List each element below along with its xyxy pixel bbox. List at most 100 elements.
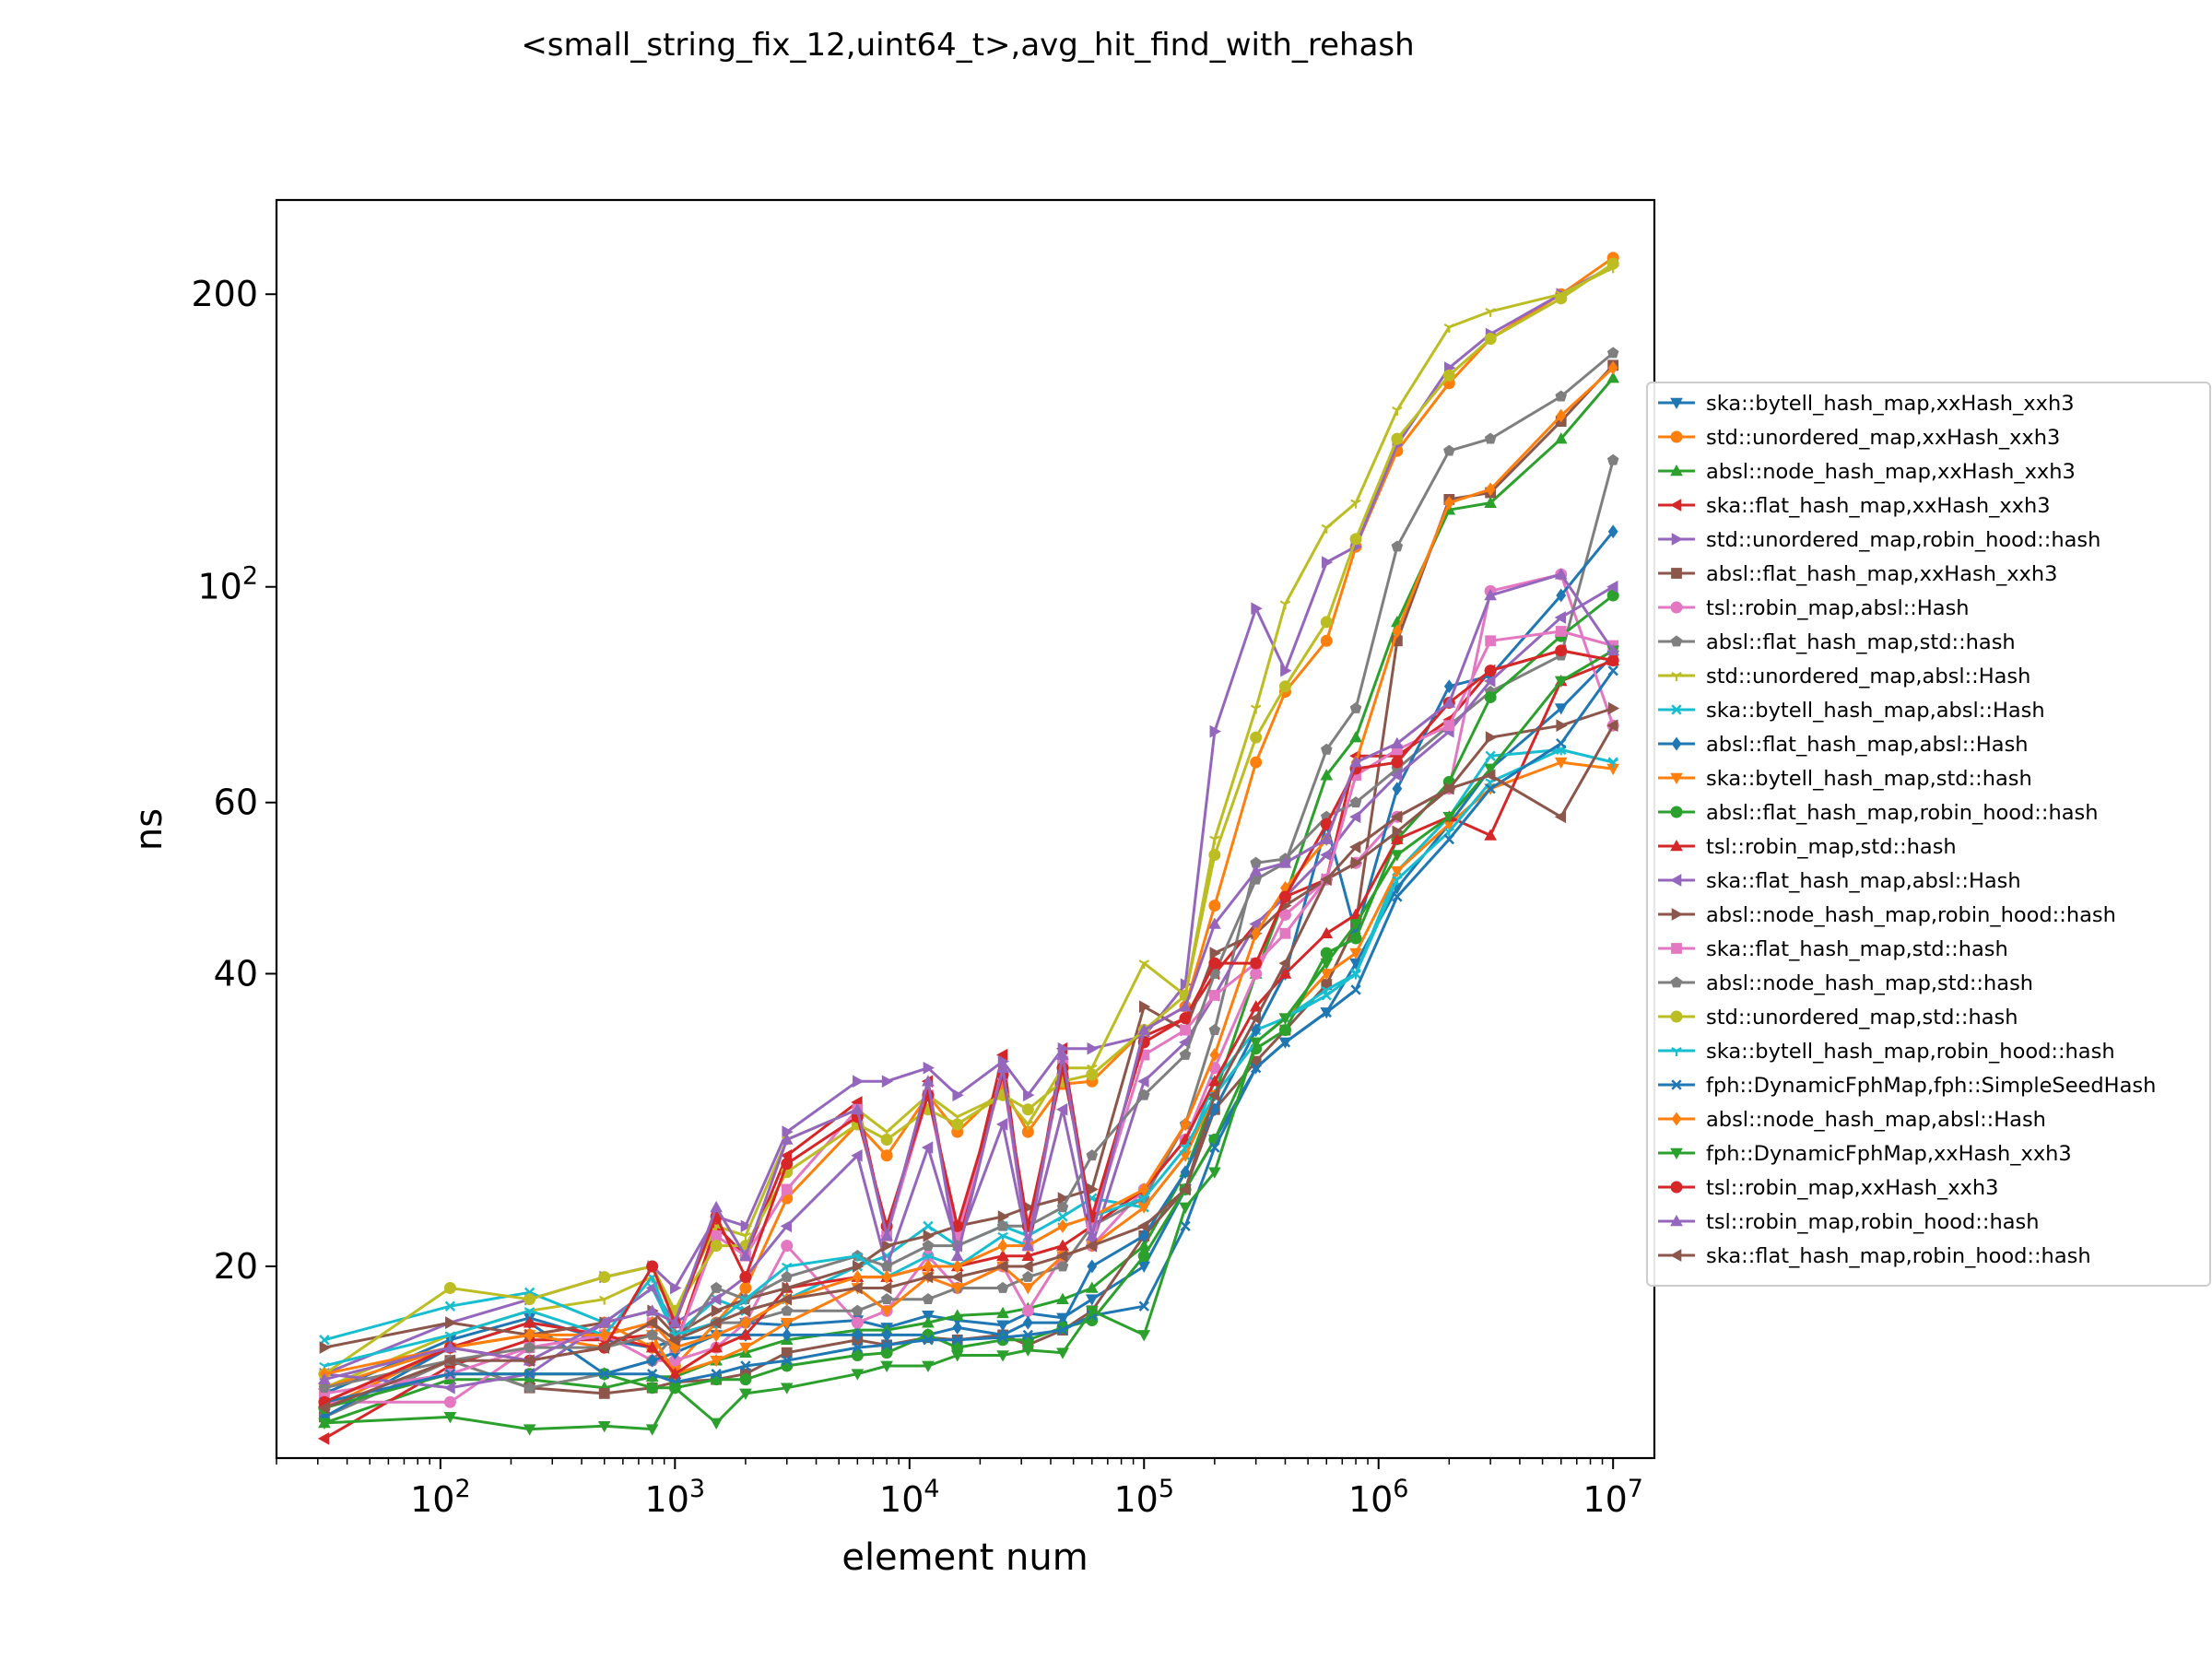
data-point xyxy=(1554,757,1568,770)
data-point xyxy=(1056,1201,1069,1213)
data-point xyxy=(1349,932,1362,945)
data-point xyxy=(1349,796,1362,808)
data-point xyxy=(1349,947,1362,960)
legend-item: ska::flat_hash_map,robin_hood::hash xyxy=(1658,1244,2091,1268)
data-point xyxy=(1021,1239,1035,1251)
data-point xyxy=(1349,810,1361,824)
data-point xyxy=(1485,307,1496,317)
data-point xyxy=(1607,524,1618,539)
x-tick-label: 106 xyxy=(1348,1475,1409,1520)
data-point xyxy=(1670,635,1683,647)
data-point xyxy=(1349,533,1362,546)
data-point xyxy=(598,1271,611,1284)
data-point xyxy=(524,1341,535,1353)
data-point xyxy=(1250,731,1263,744)
data-point xyxy=(1442,369,1455,382)
data-point xyxy=(1137,1250,1150,1263)
data-point xyxy=(1087,1259,1098,1274)
data-point xyxy=(739,1271,752,1284)
data-point xyxy=(922,1293,935,1305)
data-point xyxy=(443,1281,456,1294)
legend-label: absl::node_hash_map,xxHash_xxh3 xyxy=(1706,460,2076,484)
legend-label: absl::node_hash_map,robin_hood::hash xyxy=(1706,903,2116,927)
data-point xyxy=(710,1355,723,1368)
legend-item: absl::flat_hash_map,xxHash_xxh3 xyxy=(1658,562,2057,586)
data-point xyxy=(1057,1324,1068,1335)
data-point xyxy=(1320,832,1334,844)
data-point xyxy=(1671,908,1684,921)
data-point xyxy=(1671,533,1684,546)
data-point xyxy=(1671,736,1682,751)
data-point xyxy=(1021,1283,1035,1295)
legend-item: absl::node_hash_map,xxHash_xxh3 xyxy=(1658,460,2076,484)
data-point xyxy=(880,1360,893,1372)
data-point xyxy=(1249,1011,1261,1025)
legend-label: tsl::robin_map,absl::Hash xyxy=(1706,596,1970,620)
data-point xyxy=(1085,1229,1099,1241)
data-point xyxy=(1555,644,1568,657)
data-point xyxy=(1670,1147,1683,1160)
legend-item: absl::node_hash_map,std::hash xyxy=(1658,971,2033,995)
data-point xyxy=(1321,986,1333,995)
data-point xyxy=(1137,1088,1150,1100)
legend-item: absl::flat_hash_map,absl::Hash xyxy=(1658,733,2029,757)
data-point xyxy=(668,1316,682,1328)
data-point xyxy=(1607,665,1618,677)
data-point xyxy=(851,1102,865,1115)
data-point xyxy=(1391,432,1404,445)
data-point xyxy=(780,1382,794,1394)
data-point xyxy=(950,1270,963,1284)
data-point xyxy=(1349,919,1362,931)
data-point xyxy=(1087,1041,1099,1055)
data-point xyxy=(1670,464,1683,477)
legend-label: fph::DynamicFphMap,fph::SimpleSeedHash xyxy=(1706,1074,2156,1098)
data-point xyxy=(739,1328,752,1340)
data-point xyxy=(1022,1315,1033,1330)
data-point xyxy=(1670,1214,1683,1227)
legend-item: ska::flat_hash_map,xxHash_xxh3 xyxy=(1658,494,2051,518)
data-point xyxy=(711,1230,723,1241)
data-point xyxy=(1606,347,1619,359)
data-point xyxy=(996,1260,1008,1273)
data-point xyxy=(1208,1075,1221,1087)
data-point xyxy=(1278,1024,1291,1037)
series xyxy=(319,665,1618,1407)
data-point xyxy=(780,1317,794,1330)
data-point xyxy=(1056,1260,1069,1272)
data-point xyxy=(1606,580,1618,594)
data-point xyxy=(1485,635,1497,647)
data-point xyxy=(1249,1000,1263,1012)
data-point xyxy=(851,1316,864,1329)
data-point xyxy=(646,1369,658,1380)
legend-label: absl::node_hash_map,absl::Hash xyxy=(1706,1108,2046,1132)
data-point xyxy=(952,1335,963,1346)
data-point xyxy=(1484,588,1497,601)
legend-label: tsl::robin_map,robin_hood::hash xyxy=(1706,1210,2040,1234)
data-point xyxy=(1321,556,1334,569)
data-point xyxy=(1484,769,1496,782)
data-point xyxy=(1349,841,1361,853)
data-point xyxy=(444,1331,456,1341)
legend-label: fph::DynamicFphMap,xxHash_xxh3 xyxy=(1706,1142,2072,1166)
data-point xyxy=(1350,984,1361,995)
data-point xyxy=(1350,499,1361,509)
data-point xyxy=(645,1424,659,1436)
data-point xyxy=(781,1183,793,1195)
data-point xyxy=(1056,1347,1069,1359)
data-point xyxy=(1320,873,1332,887)
data-point xyxy=(852,1252,864,1262)
data-point xyxy=(922,1240,935,1251)
data-point xyxy=(1137,1219,1149,1233)
data-point xyxy=(1556,588,1567,603)
data-point xyxy=(443,1381,455,1394)
data-point xyxy=(782,1355,793,1366)
data-point xyxy=(1555,292,1568,305)
data-point xyxy=(1391,736,1404,749)
data-point xyxy=(1391,832,1404,844)
data-point xyxy=(780,1292,793,1306)
data-point xyxy=(1208,849,1221,862)
data-point xyxy=(1443,496,1454,511)
legend-label: absl::flat_hash_map,xxHash_xxh3 xyxy=(1706,562,2057,586)
data-point xyxy=(1179,1048,1192,1060)
